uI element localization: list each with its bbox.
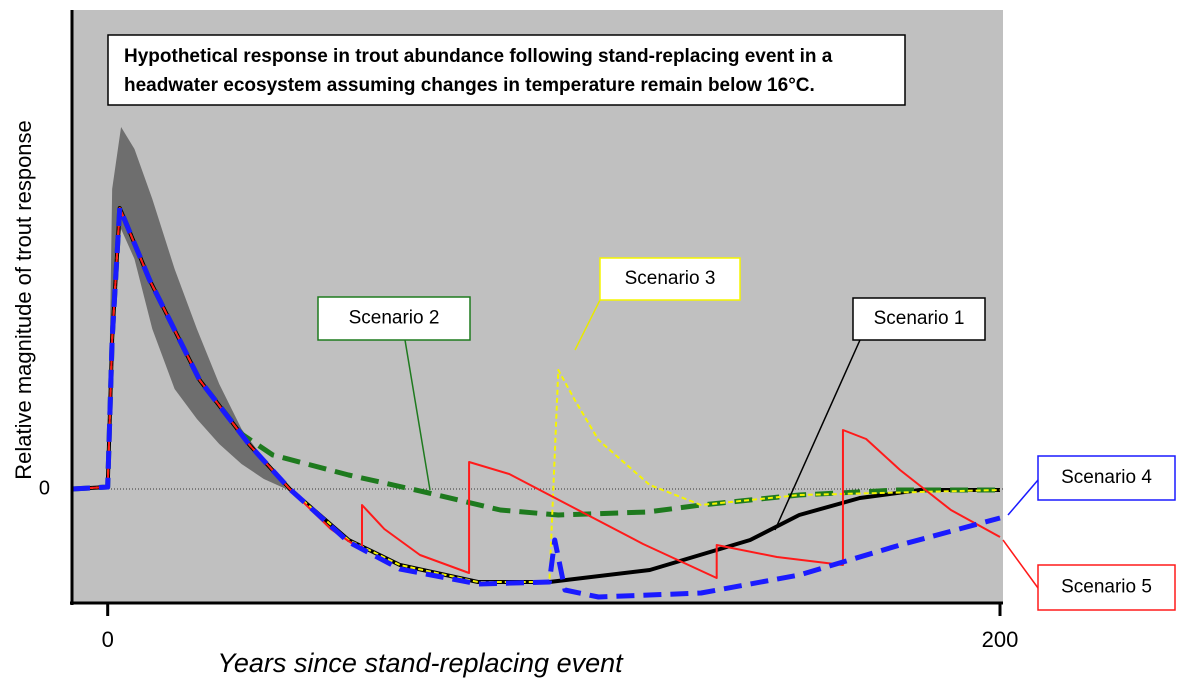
chart-title: headwater ecosystem assuming changes in … (124, 75, 815, 96)
legend-box (1037, 564, 1176, 611)
legend-label: Scenario 3 (625, 268, 716, 289)
callout-leader (574, 299, 601, 351)
x-tick-label: 0 (102, 627, 114, 652)
x-tick-label: 200 (982, 627, 1019, 652)
legend-box (317, 296, 471, 341)
chart-title: Hypothetical response in trout abundance… (124, 46, 833, 67)
legend-label: Scenario 1 (874, 308, 965, 329)
legend-box (1037, 455, 1176, 501)
callout-leader (774, 339, 861, 531)
legend-label: Scenario 5 (1061, 577, 1152, 598)
callout-leader (404, 339, 431, 491)
y-axis-label: Relative magnitude of trout response (11, 120, 36, 480)
title-box (107, 34, 906, 106)
callout-leader (1002, 539, 1039, 589)
legend-label: Scenario 4 (1061, 467, 1152, 488)
legend-box (852, 297, 986, 341)
plot-area (71, 127, 1003, 600)
y-tick-label: 0 (39, 477, 50, 499)
x-axis-label: Years since stand-replacing event (217, 648, 624, 678)
series-line (71, 207, 1001, 579)
uncertainty-band (107, 127, 287, 489)
series-line (71, 205, 1001, 600)
plot-background (72, 10, 1003, 603)
legend-label: Scenario 2 (349, 308, 440, 329)
legend-box (599, 257, 741, 301)
callout-leader (1007, 479, 1039, 516)
